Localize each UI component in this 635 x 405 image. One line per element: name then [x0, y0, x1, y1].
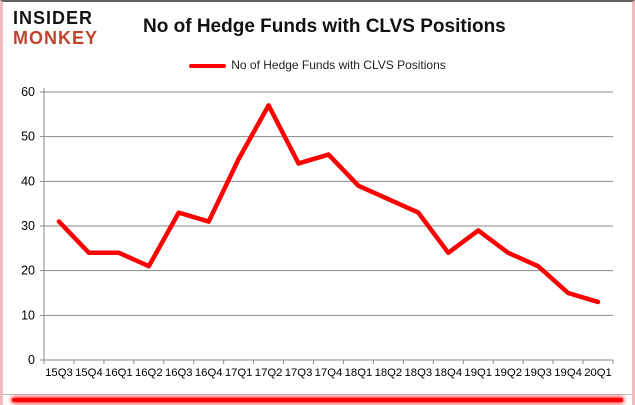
svg-text:18Q1: 18Q1 [345, 367, 373, 379]
svg-text:17Q3: 17Q3 [285, 367, 313, 379]
svg-text:20Q1: 20Q1 [584, 367, 612, 379]
insider-monkey-logo: INSIDER MONKEY [13, 8, 98, 48]
svg-text:17Q4: 17Q4 [315, 367, 343, 379]
svg-text:16Q4: 16Q4 [195, 367, 223, 379]
svg-text:19Q3: 19Q3 [524, 367, 552, 379]
legend-label: No of Hedge Funds with CLVS Positions [231, 58, 446, 72]
svg-text:20: 20 [21, 264, 35, 278]
svg-text:18Q4: 18Q4 [434, 367, 462, 379]
svg-text:40: 40 [21, 174, 35, 188]
svg-text:0: 0 [28, 353, 35, 367]
svg-text:19Q4: 19Q4 [554, 367, 582, 379]
svg-text:16Q3: 16Q3 [165, 367, 193, 379]
svg-text:17Q1: 17Q1 [225, 367, 253, 379]
svg-text:19Q1: 19Q1 [464, 367, 492, 379]
bottom-red-bar [12, 398, 623, 402]
svg-text:16Q1: 16Q1 [105, 367, 133, 379]
svg-text:16Q2: 16Q2 [135, 367, 163, 379]
svg-text:50: 50 [21, 130, 35, 144]
svg-text:18Q3: 18Q3 [405, 367, 433, 379]
svg-text:60: 60 [21, 85, 35, 99]
svg-text:30: 30 [21, 219, 35, 233]
logo-line-monkey: MONKEY [13, 28, 99, 48]
svg-text:15Q4: 15Q4 [75, 367, 103, 379]
frame-bottom-border [3, 394, 632, 395]
page-title: No of Hedge Funds with CLVS Positions [143, 16, 506, 37]
chart-legend: No of Hedge Funds with CLVS Positions [3, 58, 632, 72]
svg-text:18Q2: 18Q2 [375, 367, 403, 379]
legend-line-swatch [189, 63, 227, 68]
svg-text:15Q3: 15Q3 [45, 367, 73, 379]
svg-text:10: 10 [21, 308, 35, 322]
logo-line-insider: INSIDER [13, 8, 94, 28]
svg-text:19Q2: 19Q2 [494, 367, 522, 379]
svg-text:17Q2: 17Q2 [255, 367, 283, 379]
